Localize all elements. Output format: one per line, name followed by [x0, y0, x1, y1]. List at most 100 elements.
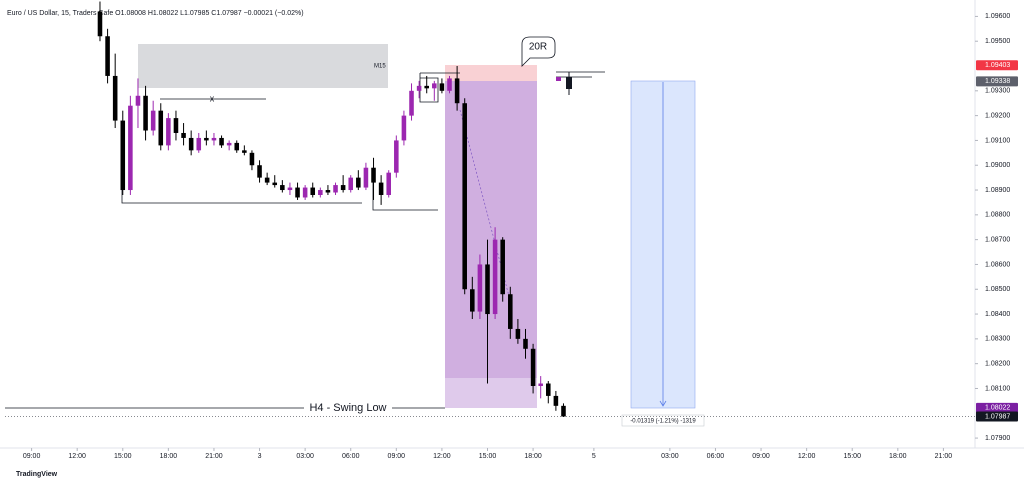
candle-body — [173, 118, 179, 133]
x-tick-label: 06:00 — [342, 453, 360, 460]
candle-body — [538, 383, 543, 386]
candle-body — [287, 187, 293, 191]
candle-body — [196, 137, 202, 151]
x-tick-label: 18:00 — [160, 453, 178, 460]
candle-body — [105, 36, 110, 76]
candle-body — [553, 395, 559, 406]
price-label: 1.09403 — [985, 62, 1010, 69]
candle-body — [561, 405, 566, 417]
ghost-candle — [556, 77, 561, 81]
low-line — [372, 172, 438, 211]
candle-body — [378, 182, 384, 195]
stop-zone — [445, 65, 537, 81]
x-tick-label: 21:00 — [935, 453, 953, 460]
candle-body — [166, 118, 171, 146]
x-tick-label: 21:00 — [205, 453, 223, 460]
candle-body — [112, 75, 118, 121]
candle-body — [477, 264, 483, 312]
m15-zone — [138, 44, 388, 88]
candle-body — [340, 185, 346, 191]
x-tick-label: 12:00 — [68, 453, 86, 460]
y-tick-label: 1.09000 — [985, 162, 1010, 169]
candle-body — [135, 95, 141, 106]
low-line — [121, 188, 362, 204]
ghost-candle — [566, 77, 572, 89]
candle-body — [310, 187, 316, 195]
x-tick-label: 15:00 — [479, 453, 497, 460]
candle-body — [508, 294, 513, 329]
candle-body — [416, 85, 422, 91]
price-label: 1.07987 — [985, 413, 1010, 420]
y-tick-label: 1.08200 — [985, 361, 1010, 368]
projection-label: -0.01319 (-1.21%) -1319 — [630, 419, 696, 425]
candle-body — [318, 190, 323, 195]
candle-body — [158, 110, 164, 146]
y-tick-label: 1.08600 — [985, 261, 1010, 268]
price-label: 1.09338 — [985, 78, 1010, 85]
x-tick-label: 09:00 — [388, 453, 406, 460]
candle-body — [447, 78, 452, 91]
candle-body — [515, 328, 521, 339]
candle-body — [302, 187, 308, 198]
candle-body — [424, 85, 429, 89]
x-tick-label: 15:00 — [843, 453, 861, 460]
y-tick-label: 1.08400 — [985, 311, 1010, 318]
candle-body — [181, 132, 186, 138]
y-tick-label: 1.09600 — [985, 13, 1010, 20]
x-tick-label: 5 — [592, 453, 596, 460]
x-tick-label: 3 — [258, 453, 262, 460]
target-zone-extra — [445, 378, 537, 408]
candle-body — [257, 165, 262, 178]
candle-body — [363, 167, 369, 188]
price-label: 1.08022 — [985, 405, 1010, 412]
candle-body — [530, 348, 536, 386]
candle-body — [188, 137, 194, 151]
candle-body — [97, 11, 103, 37]
candle-body — [264, 177, 270, 183]
candle-body — [348, 177, 354, 191]
y-tick-label: 1.07900 — [985, 435, 1010, 442]
projection-box — [621, 414, 705, 427]
y-tick-label: 1.08800 — [985, 212, 1010, 219]
y-tick-label: 1.09300 — [985, 88, 1010, 95]
marker-label: x — [210, 93, 215, 103]
candle-body — [386, 172, 391, 195]
candle-body — [150, 110, 156, 131]
candle-body — [485, 264, 490, 315]
candle-body — [401, 115, 407, 141]
price-label-bg — [976, 411, 1018, 422]
x-tick-label: 03:00 — [661, 453, 679, 460]
candle-body — [242, 150, 247, 153]
candle-body — [295, 187, 300, 198]
x-tick-label: 18:00 — [889, 453, 907, 460]
x-tick-label: 12:00 — [798, 453, 816, 460]
candle-body — [211, 137, 217, 141]
y-tick-label: 1.08500 — [985, 286, 1010, 293]
candle-body — [249, 152, 255, 166]
x-tick-label: 09:00 — [752, 453, 770, 460]
y-tick-label: 1.09100 — [985, 137, 1010, 144]
x-tick-label: 18:00 — [524, 453, 542, 460]
callout-label: 20R — [529, 42, 547, 53]
y-tick-label: 1.08300 — [985, 336, 1010, 343]
candle-body — [371, 167, 376, 183]
x-tick-label: 06:00 — [707, 453, 725, 460]
candle-body — [523, 338, 528, 349]
candle-body — [280, 185, 285, 191]
swing-low-label: H4 - Swing Low — [309, 402, 386, 414]
footer: TradingView — [16, 471, 58, 478]
candle-body — [333, 185, 338, 193]
price-label-bg — [976, 60, 1018, 71]
candle-body — [120, 120, 126, 191]
candle-body — [409, 90, 414, 116]
price-label-bg — [976, 76, 1018, 87]
candle-body — [470, 289, 475, 312]
candle-body — [272, 182, 278, 186]
y-tick-label: 1.09200 — [985, 112, 1010, 119]
y-tick-label: 1.08700 — [985, 236, 1010, 243]
candle-body — [143, 95, 148, 131]
candle-body — [454, 78, 460, 104]
trend-line — [459, 109, 511, 301]
target-zone — [445, 81, 537, 378]
